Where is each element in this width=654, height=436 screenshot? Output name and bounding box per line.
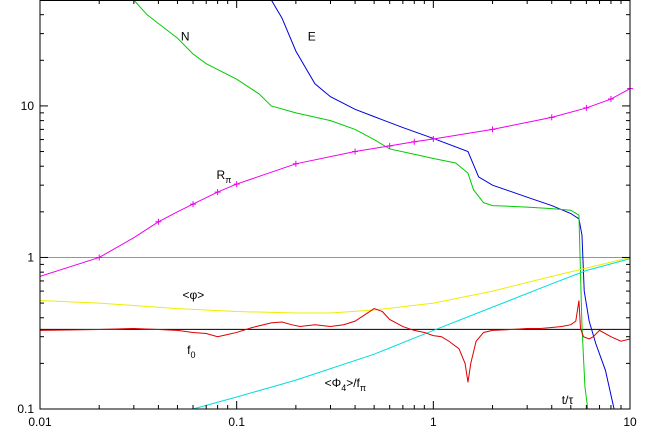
series-line-0	[270, 0, 615, 409]
marker-point-7	[386, 142, 393, 149]
curve-label-4: f0	[187, 343, 195, 360]
series-line-1	[133, 0, 589, 409]
marker-point-9	[430, 135, 437, 142]
y-tick-label-2: 10	[21, 99, 35, 113]
marker-point-11	[548, 114, 555, 121]
marker-point-4	[233, 181, 240, 188]
x-tick-label-3: 10	[623, 415, 637, 429]
curve-label-2: Rπ	[217, 168, 232, 185]
series-line-4	[192, 258, 630, 409]
series-line-5	[40, 300, 630, 383]
curve-label-text: t/τ	[562, 393, 574, 407]
series-layer	[40, 0, 630, 409]
marker-point-5	[292, 160, 299, 167]
x-tick-label-1: 0.1	[228, 415, 245, 429]
marker-point-1	[155, 218, 162, 225]
curve-label-6: t/τ	[562, 393, 574, 407]
marker-point-12	[583, 104, 590, 111]
marker-layer	[96, 85, 633, 261]
x-tick-label-0: 0.01	[28, 415, 52, 429]
series-line-3	[40, 256, 630, 314]
curve-label-subscript: 0	[190, 350, 195, 360]
curve-label-text: N	[181, 30, 190, 44]
marker-point-10	[489, 126, 496, 133]
curve-label-text: R	[217, 168, 226, 182]
curve-label-subscript: π	[360, 383, 366, 393]
curve-label-3: <φ>	[182, 288, 204, 302]
marker-point-13	[607, 96, 614, 103]
curve-label-text: <φ>	[182, 288, 204, 302]
curve-label-subscript: π	[225, 175, 231, 185]
y-tick-label-1: 1	[27, 250, 34, 264]
curve-label-subscript: 4	[341, 383, 346, 393]
curve-label-text: >/f	[346, 376, 360, 390]
series-line-2	[40, 88, 630, 277]
curve-label-text: f	[187, 343, 191, 357]
marker-point-8	[411, 138, 418, 145]
curve-labels: N ERπ<φ>f0<Φ4>/fπt/τ	[181, 30, 574, 407]
plot-frame	[39, 0, 631, 410]
curve-label-5: <Φ4>/fπ	[325, 376, 367, 393]
marker-point-2	[190, 201, 197, 208]
curve-label-text: <Φ	[325, 376, 342, 390]
marker-point-6	[352, 148, 359, 155]
curve-label-0: N	[181, 30, 190, 44]
x-tick-label-2: 1	[430, 415, 437, 429]
marker-point-0	[96, 254, 103, 261]
y-tick-label-0: 0.1	[17, 402, 34, 416]
curve-label-1: E	[308, 30, 316, 44]
reference-lines	[40, 256, 630, 330]
marker-point-3	[214, 189, 221, 196]
curve-label-text: E	[308, 30, 316, 44]
